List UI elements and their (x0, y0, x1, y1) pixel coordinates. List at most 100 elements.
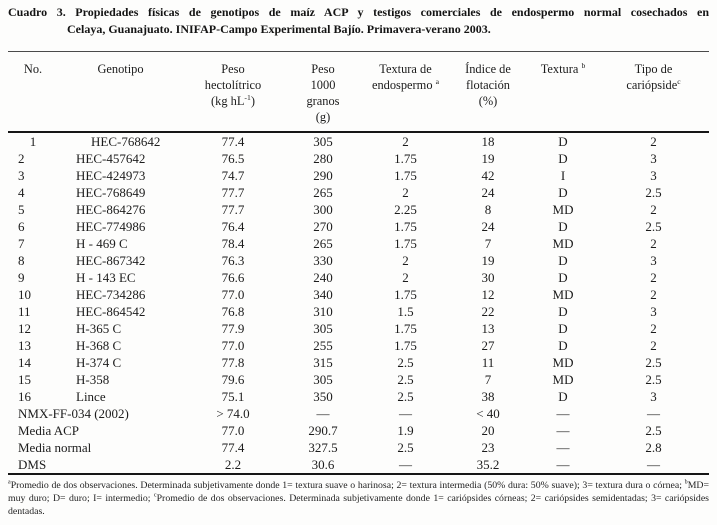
cell-indice-flotacion: 7 (484, 372, 492, 387)
cell-textura-endospermo: 1.5 (397, 304, 414, 319)
cell-textura: MD (552, 287, 574, 302)
cell-indice-flotacion: 11 (481, 355, 495, 370)
cell-peso-hectolitrico: 79.6 (221, 372, 245, 387)
superscript-marker: a (8, 479, 11, 486)
cell-peso-1000-granos: 350 (313, 389, 333, 404)
cell-no: 5 (18, 202, 25, 217)
text-segment: (g) (315, 110, 331, 124)
cell-peso-hectolitrico: 76.6 (221, 270, 245, 285)
text-segment: flotación (465, 78, 511, 92)
caption-line-1: Cuadro 3. Propiedades físicas de genotip… (8, 5, 709, 19)
cell-textura-endospermo: 1.75 (394, 287, 417, 302)
cell-indice-flotacion: 7 (484, 236, 492, 251)
cell-peso-1000-granos: 310 (313, 304, 333, 319)
text-segment: MD= muy duro; D= duro; I= intermedio; (8, 480, 709, 504)
cell-textura-endospermo: 2 (402, 185, 409, 200)
cell-textura-endospermo: 2.5 (397, 372, 414, 387)
cell-textura: D (558, 389, 568, 404)
cell-genotipo: HEC-864542 (76, 304, 146, 319)
cell-textura-endospermo: 2.5 (397, 355, 414, 370)
text-segment: hectolítrico (204, 78, 262, 92)
text-segment: granos (306, 94, 340, 108)
cell-peso-hectolitrico: 76.5 (221, 151, 245, 166)
text-segment: endospermo (371, 78, 436, 92)
cell-indice-flotacion: 19 (481, 253, 495, 268)
cell-tipo-cariopside: 2 (650, 287, 657, 302)
cell-tipo-cariopside: 3 (650, 253, 657, 268)
column-header-tipo-cariopside: Tipo de cariópsidec (598, 52, 709, 133)
cell-genotipo: H-365 C (76, 321, 122, 336)
text-segment: Peso (221, 62, 245, 76)
cell-textura-endospermo: 2 (402, 134, 409, 149)
cell-textura-endospermo: 1.9 (397, 423, 414, 438)
genotype-properties-table: No. Genotipo Peso hectolítrico (kg hL-1) Peso… (8, 51, 709, 475)
cell-genotipo: HEC-457642 (76, 151, 146, 166)
cell-textura: D (558, 270, 568, 285)
cell-peso-1000-granos: 315 (313, 355, 333, 370)
cell-tipo-cariopside: 3 (650, 151, 657, 166)
genotype-row: 3 HEC-424973 74.7 290 1.75 42 I 3 (8, 167, 709, 184)
summary-row: Media ACP 77.0 290.7 1.9 20 — 2.5 (8, 422, 709, 439)
cell-peso-hectolitrico: 77.0 (221, 423, 245, 438)
cell-tipo-cariopside: 2 (650, 134, 657, 149)
text-segment: (%) (478, 94, 498, 108)
cell-textura: D (558, 304, 568, 319)
cell-indice-flotacion: 20 (481, 423, 495, 438)
cell-genotipo: HEC-768642 (91, 134, 161, 149)
cell-peso-hectolitrico: 76.4 (221, 219, 245, 234)
cell-genotipo: H-374 C (76, 355, 122, 370)
genotype-row: 16 Lince 75.1 350 2.5 38 D 3 (8, 388, 709, 405)
column-header-peso-1000-granos: Peso 1000 granos (g) (283, 52, 363, 133)
cell-textura: MD (552, 372, 574, 387)
cell-no: 2 (18, 151, 25, 166)
cell-peso-hectolitrico: 77.8 (221, 355, 245, 370)
summary-row: DMS 2.2 30.6 — 35.2 — — (8, 456, 709, 474)
cell-genotipo: HEC-864276 (76, 202, 146, 217)
cell-textura-endospermo: 1.75 (394, 236, 417, 251)
text-segment: Promedio de dos observaciones. Determina… (10, 480, 685, 491)
cell-textura-endospermo: 1.75 (394, 151, 417, 166)
cell-textura: D (558, 185, 568, 200)
cell-tipo-cariopside: 2 (650, 236, 657, 251)
summary-label: DMS (18, 457, 47, 472)
cell-textura: D (558, 134, 568, 149)
cell-peso-hectolitrico: > 74.0 (216, 406, 250, 421)
text-segment: Tipo de (634, 62, 673, 76)
cell-textura: D (558, 253, 568, 268)
cell-genotipo: H - 469 C (76, 236, 128, 251)
cell-peso-hectolitrico: 76.3 (221, 253, 245, 268)
cell-indice-flotacion: 38 (481, 389, 495, 404)
cell-peso-hectolitrico: 76.8 (221, 304, 245, 319)
genotype-row: 15 H-358 79.6 305 2.5 7 MD 2.5 (8, 371, 709, 388)
table-caption: Cuadro 3. Propiedades físicas de genotip… (8, 4, 709, 37)
cell-textura-endospermo: 2.5 (397, 389, 414, 404)
cell-no: 11 (18, 304, 31, 319)
cell-peso-1000-granos: 340 (313, 287, 333, 302)
cell-peso-1000-granos: 270 (313, 219, 333, 234)
cell-tipo-cariopside: — (647, 406, 660, 421)
cell-tipo-cariopside: 3 (650, 304, 657, 319)
cell-peso-1000-granos: 305 (313, 321, 333, 336)
cell-peso-1000-granos: 290 (313, 168, 333, 183)
cell-peso-hectolitrico: 78.4 (221, 236, 245, 251)
superscript-marker: a (435, 76, 440, 86)
cell-peso-1000-granos: 305 (313, 372, 333, 387)
genotype-row: 12 H-365 C 77.9 305 1.75 13 D 2 (8, 320, 709, 337)
cell-tipo-cariopside: 2.5 (645, 423, 662, 438)
cell-no: 10 (18, 287, 31, 302)
cell-peso-hectolitrico: 77.0 (221, 338, 245, 353)
cell-peso-1000-granos: 327.5 (308, 440, 338, 455)
column-header-no: No. (8, 52, 58, 133)
cell-peso-1000-granos: 300 (313, 202, 333, 217)
text-segment: Promedio de dos observaciones. Determina… (8, 492, 709, 517)
genotype-row: 11 HEC-864542 76.8 310 1.5 22 D 3 (8, 303, 709, 320)
cell-no: 6 (18, 219, 25, 234)
cell-tipo-cariopside: 2.5 (645, 355, 662, 370)
cell-peso-hectolitrico: 75.1 (221, 389, 245, 404)
text-segment: 1000 (310, 78, 336, 92)
cell-no: 16 (18, 389, 31, 404)
header-row: No. Genotipo Peso hectolítrico (kg hL-1) Peso… (8, 52, 709, 133)
cell-peso-1000-granos: 265 (313, 185, 333, 200)
cell-tipo-cariopside: 2 (650, 270, 657, 285)
